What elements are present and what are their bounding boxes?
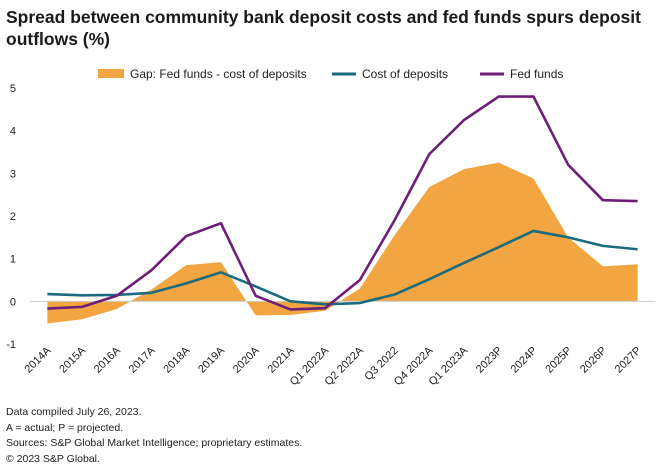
legend-swatch-gap: [98, 69, 124, 78]
x-tick-label: 2025P: [543, 345, 574, 376]
series-area-gap: [47, 162, 638, 324]
y-tick-label: 1: [10, 254, 16, 266]
chart-title: Spread between community bank deposit co…: [6, 7, 641, 49]
note-copyright: © 2023 S&P Global.: [6, 452, 100, 465]
x-tick-label: Q1 2023A: [427, 344, 471, 388]
x-tick-label: 2018A: [161, 344, 192, 375]
y-tick-label: -1: [6, 339, 16, 351]
note-sources: Sources: S&P Global Market Intelligence;…: [6, 437, 303, 449]
series-line-cost-of-deposits: [47, 229, 638, 306]
x-tick-label: 2016A: [92, 344, 123, 375]
y-tick-label: 2: [10, 211, 16, 223]
x-tick-label: 2021A: [266, 344, 297, 375]
note-compiled: Data compiled July 26, 2023.: [6, 406, 142, 418]
series-line-fed-funds: [47, 95, 638, 311]
y-tick-label: 4: [10, 126, 16, 138]
x-tick-label: 2027P: [613, 345, 644, 376]
legend-label-fed: Fed funds: [510, 67, 563, 81]
x-tick-label: 2026P: [578, 345, 609, 376]
source-notes: Data compiled July 26, 2023. A = actual;…: [6, 405, 302, 467]
y-tick-label: 5: [10, 83, 16, 95]
y-tick-label: 0: [10, 296, 16, 308]
x-tick-label: 2020A: [231, 344, 262, 375]
legend: Gap: Fed funds - cost of deposits Cost o…: [98, 67, 563, 81]
x-tick-label: Q2 2022A: [322, 344, 366, 388]
x-tick-label: 2017A: [127, 344, 158, 375]
x-tick-label: 2019A: [196, 344, 227, 375]
x-tick-label: 2024P: [509, 345, 540, 376]
note-legend-key: A = actual; P = projected.: [6, 421, 124, 434]
legend-label-cost: Cost of deposits: [362, 67, 448, 81]
x-tick-label: 2014A: [23, 344, 54, 375]
y-tick-label: 3: [10, 168, 16, 180]
x-tick-label: 2023P: [474, 345, 505, 376]
x-tick-label: 2015A: [57, 344, 88, 375]
legend-label-gap: Gap: Fed funds - cost of deposits: [130, 67, 307, 81]
